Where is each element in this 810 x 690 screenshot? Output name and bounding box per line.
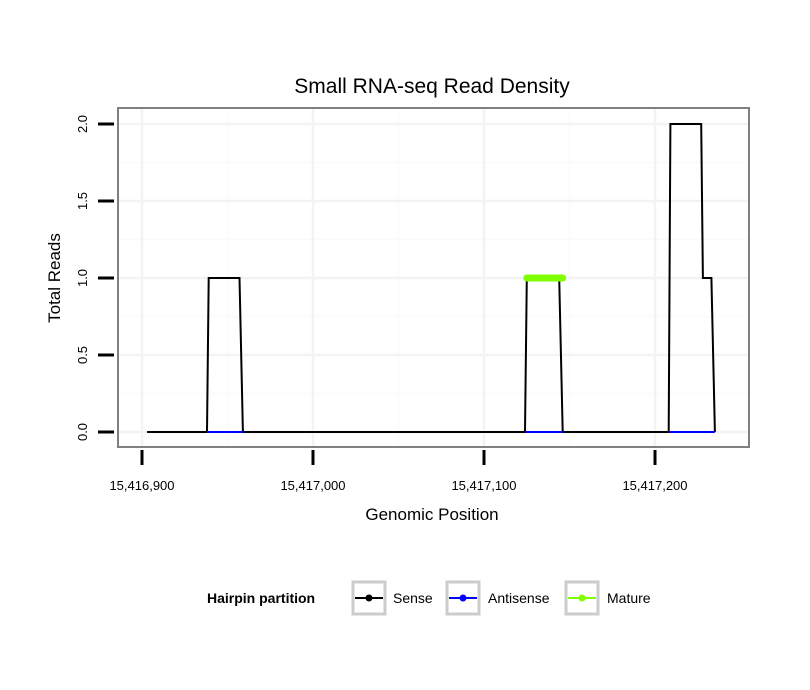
x-axis-label: Genomic Position — [365, 505, 498, 524]
y-tick-label: 2.0 — [75, 115, 90, 133]
y-axis: 0.0 0.5 1.0 1.5 2.0 — [75, 115, 114, 441]
x-tick-label: 15,416,900 — [109, 478, 174, 493]
x-tick-label: 15,417,100 — [451, 478, 516, 493]
legend-label-mature: Mature — [607, 590, 651, 606]
legend-label-antisense: Antisense — [488, 590, 550, 606]
legend-dot-mature — [578, 594, 586, 602]
plot-border — [117, 107, 750, 448]
y-tick-label: 1.0 — [75, 269, 90, 287]
plot-area — [118, 108, 749, 447]
legend-title: Hairpin partition — [207, 590, 315, 606]
legend-item-sense: Sense — [351, 580, 433, 616]
y-tick-label: 0.0 — [75, 423, 90, 441]
legend-dot-sense — [365, 594, 373, 602]
y-tick-label: 1.5 — [75, 192, 90, 210]
chart-title: Small RNA-seq Read Density — [294, 75, 570, 98]
y-axis-label: Total Reads — [45, 233, 64, 323]
x-axis: 15,416,900 15,417,000 15,417,100 15,417,200 — [109, 450, 688, 493]
y-tick-label: 0.5 — [75, 346, 90, 364]
legend-dot-antisense — [459, 594, 467, 602]
x-tick-label: 15,417,000 — [280, 478, 345, 493]
legend: Hairpin partition Sense Antisense Mature — [207, 580, 651, 616]
x-tick-label: 15,417,200 — [622, 478, 687, 493]
legend-label-sense: Sense — [393, 590, 433, 606]
legend-item-antisense: Antisense — [445, 580, 550, 616]
legend-item-mature: Mature — [564, 580, 651, 616]
